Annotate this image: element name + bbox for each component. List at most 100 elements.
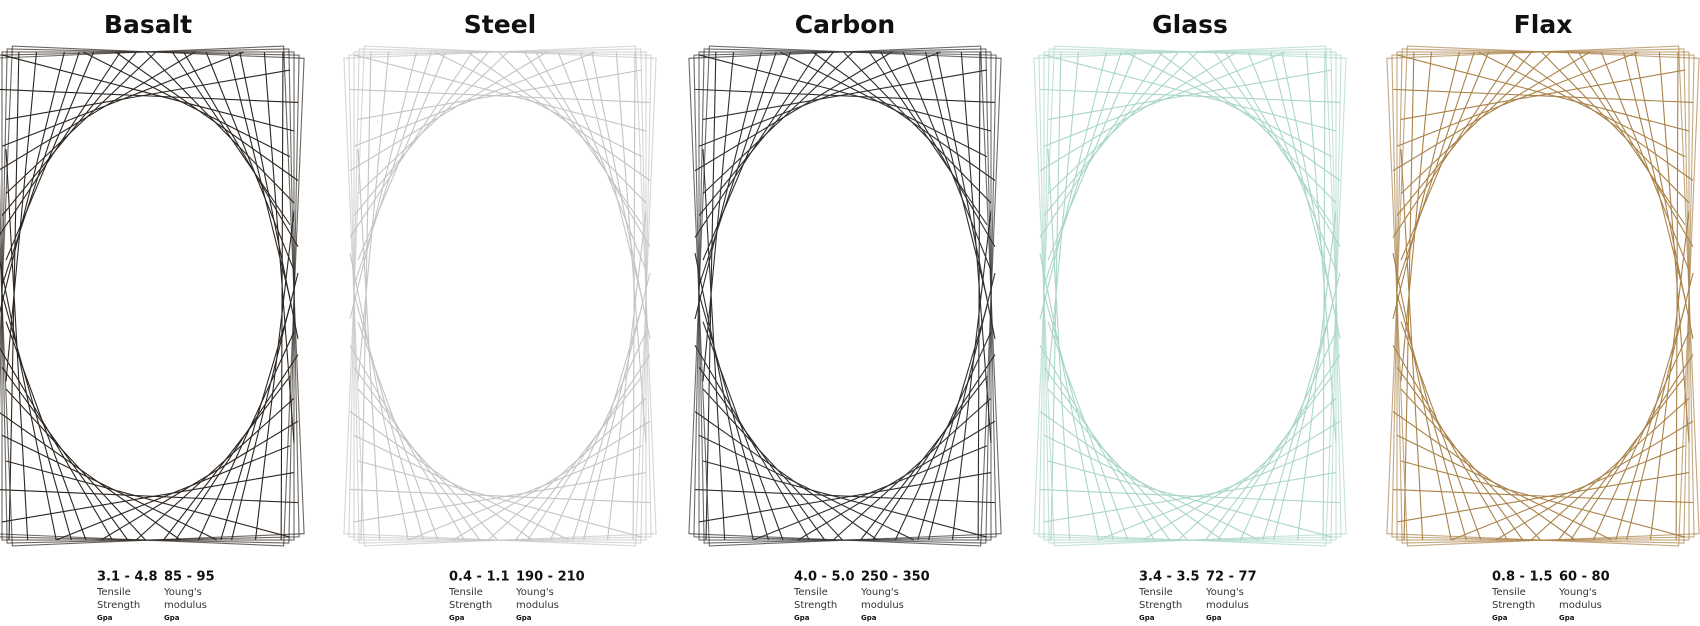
string [353,472,647,523]
panel-title: Steel [464,10,536,39]
string [1157,51,1341,181]
panel-title: Carbon [795,10,895,39]
string [1213,51,1333,226]
string [1039,411,1223,541]
string [263,51,295,443]
string [1396,472,1690,523]
string [572,306,643,541]
string [1649,210,1690,541]
string [0,260,57,541]
string [434,51,643,158]
string [1296,210,1337,541]
stat-unit: Gpa [1206,614,1222,622]
string [557,51,647,271]
string [1043,293,1114,541]
string [1495,420,1694,541]
string [1570,354,1694,541]
string [694,51,818,238]
string [797,420,996,541]
string [868,51,988,226]
stat-unit: Gpa [1492,614,1508,622]
string [1392,51,1460,320]
string [702,460,988,538]
string [1,366,129,541]
string [591,51,651,339]
string [1,293,72,541]
string [498,51,647,204]
string [902,51,992,271]
string [349,51,548,172]
string [1400,51,1433,382]
stat-label: Strength [1139,600,1182,611]
string [0,347,113,541]
string [349,51,473,238]
string [1217,354,1341,541]
string [220,306,291,541]
stat-label: modulus [164,600,207,611]
string [228,51,291,299]
string [5,51,95,261]
string [1322,51,1326,541]
string [280,51,284,541]
string [936,51,996,339]
stat-label: modulus [861,600,904,611]
stat-value: 3.4 - 3.5 [1139,570,1200,585]
frame [1386,45,1700,547]
stat-unit: Gpa [794,614,810,622]
stat-value: 0.4 - 1.1 [449,570,510,585]
string [1578,51,1694,248]
string [115,51,299,181]
string [1047,69,1333,120]
string [1047,51,1080,382]
string [1043,434,1260,541]
string [694,51,762,320]
string [894,331,992,541]
string [239,51,299,339]
string [523,51,643,226]
string [205,51,295,271]
string [254,210,295,541]
string [549,331,647,541]
string [1047,51,1137,261]
string [1658,51,1690,443]
string [1039,489,1341,504]
string [960,51,992,443]
string [1039,51,1107,320]
string-art [1386,45,1700,547]
string [694,489,996,504]
string [146,51,295,204]
stat-value: 60 - 80 [1559,570,1610,585]
string [357,51,390,382]
stat-unit: Gpa [164,614,180,622]
string [1615,306,1686,541]
string [702,51,854,195]
string [100,420,299,541]
string [5,69,291,120]
string [1396,366,1524,541]
string [1039,344,1155,541]
string [1392,51,1591,172]
string [580,51,643,299]
panel-title: Flax [1514,10,1573,39]
string [698,366,826,541]
stat-label: Young's [860,587,899,598]
stat-value: 72 - 77 [1206,570,1257,585]
string [702,388,843,541]
string [872,354,996,541]
stat-label: Tensile [1491,587,1526,598]
string [535,51,651,248]
stat-value: 3.1 - 4.8 [97,570,158,585]
stat-label: Young's [1205,587,1244,598]
string [1510,51,1694,181]
stat-unit: Gpa [97,614,113,622]
string [1400,51,1552,195]
string [1,54,295,132]
string [1039,88,1341,103]
stat-label: modulus [516,600,559,611]
string [357,149,381,541]
stat-label: Young's [515,587,554,598]
string [1530,397,1690,541]
string [606,210,647,541]
stat-label: Tensile [448,587,483,598]
string [694,344,810,541]
